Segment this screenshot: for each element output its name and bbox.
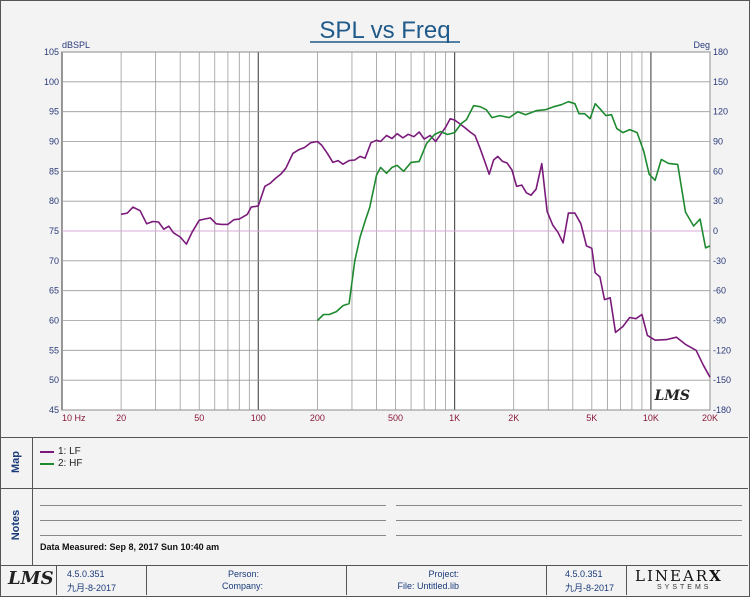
x-tick-label: 200 [310,413,325,423]
footer-project: Project: [428,569,459,579]
x-tick-label: 5K [586,413,597,423]
y-left-tick-label: 105 [44,47,59,57]
y-right-tick-label: 180 [713,47,728,57]
x-tick-label: 20K [702,413,718,423]
footer-lms-logo: LMS [8,568,54,589]
y-left-tick-label: 75 [49,226,59,236]
footer-version-left: 4.5.0.351 [67,569,105,579]
brand-x: X [709,567,723,585]
y-left-tick-label: 80 [49,196,59,206]
notes-band: Notes [0,488,748,566]
x-tick-label: 2K [508,413,519,423]
lms-watermark: LMS [654,388,690,404]
y-left-tick-label: 85 [49,166,59,176]
y-left-tick-label: 100 [44,77,59,87]
note-line[interactable] [40,505,386,506]
y-right-tick-label: 150 [713,77,728,87]
brand-logo: LINEARX [635,567,723,585]
y-left-tick-label: 95 [49,107,59,117]
legend-swatch-hf [40,462,54,465]
map-label: Map [10,451,22,473]
x-tick-label: 50 [194,413,204,423]
note-line[interactable] [396,505,742,506]
x-tick-label: 1K [449,413,460,423]
y-right-tick-label: 30 [713,196,723,206]
brand-sub: SYSTEMS [657,584,712,591]
y-right-tick-label: -30 [713,256,726,266]
notes-label: Notes [10,509,22,541]
y-right-tick-label: 90 [713,137,723,147]
y-right-tick-label: 60 [713,166,723,176]
legend-label-lf: 1: LF [58,446,81,457]
x-tick-label: 100 [251,413,266,423]
footer-version-right: 4.5.0.351 [565,569,603,579]
y-left-tick-label: 55 [49,345,59,355]
footer-brand-cell: LINEARX SYSTEMS [626,566,748,595]
legend-item-lf[interactable]: 1: LF [40,446,81,457]
y-left-tick-label: 45 [49,405,59,415]
x-tick-label: 10K [643,413,659,423]
y-right-tick-label: -150 [713,375,731,385]
y-right-tick-label: -120 [713,345,731,355]
series-line-hf [316,100,711,322]
tick-labels: 10 Hz 20 50 100 200 500 1K 2K 5K 10K 20K 45 50 55 60 65… [44,47,731,423]
y-right-tick-label: 0 [713,226,718,236]
x-tick-label: 10 Hz [62,413,86,423]
y-right-tick-label: -180 [713,405,731,415]
legend-label-hf: 2: HF [58,458,83,469]
note-line[interactable] [40,535,386,536]
y-right-tick-label: 120 [713,107,728,117]
x-tick-label: 20 [116,413,126,423]
y-left-tick-label: 90 [49,137,59,147]
map-divider [32,438,33,488]
brand-name: LINEAR [635,567,710,585]
spl-chart: 10 Hz 20 50 100 200 500 1K 2K 5K 10K 20K 45 50 55 60 65… [44,17,731,423]
footer-date-left: 九月-8-2017 [67,583,117,593]
y-left-tick-label: 70 [49,256,59,266]
y-right-tick-label: -60 [713,286,726,296]
chart-title: SPL vs Freq [319,17,450,44]
footer-file: File: Untitled.lib [397,581,459,591]
series-line-lf [120,118,711,378]
footer-company: Company: [221,581,263,591]
footer-person-cell: Person: Company: [146,566,347,595]
footer-project-cell: Project: File: Untitled.lib [346,566,547,595]
footer-version-right-cell: 4.5.0.351 九月-8-2017 [546,566,627,595]
notes-divider [32,489,33,566]
legend-swatch-lf [40,450,54,453]
footer-person: Person: [227,569,259,579]
y-left-unit: dBSPL [62,40,90,50]
x-tick-label: 500 [388,413,403,423]
series-layer [120,100,711,378]
y-left-tick-label: 50 [49,375,59,385]
y-right-tick-label: -90 [713,316,726,326]
legend-item-hf[interactable]: 2: HF [40,458,82,469]
y-left-tick-label: 65 [49,286,59,296]
note-line[interactable] [40,520,386,521]
footer-date-right: 九月-8-2017 [565,583,615,593]
note-line[interactable] [396,520,742,521]
y-left-tick-label: 60 [49,316,59,326]
footer-band [0,565,748,596]
map-band: Map 1: LF 2: HF [0,437,748,488]
data-measured: Data Measured: Sep 8, 2017 Sun 10:40 am [40,542,220,552]
note-line[interactable] [396,535,742,536]
y-right-unit: Deg [693,40,710,50]
footer-version-cell: 4.5.0.351 九月-8-2017 [56,566,147,595]
